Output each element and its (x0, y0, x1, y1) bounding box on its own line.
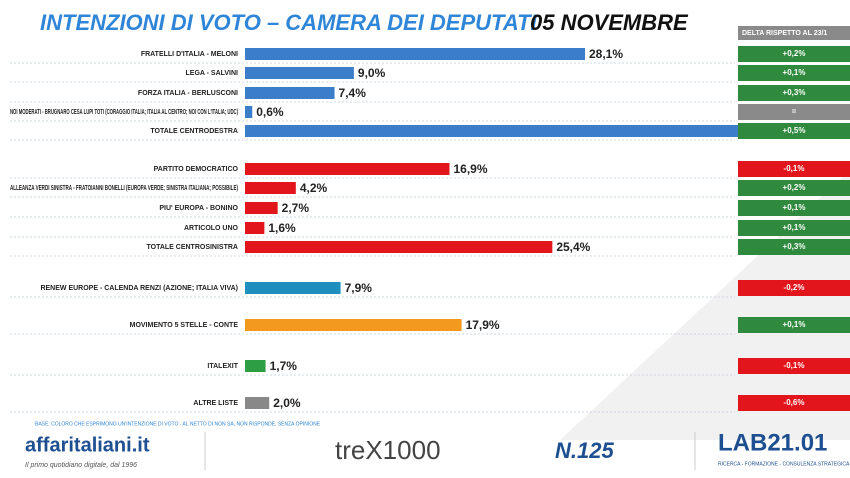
delta-label: -0,1% (784, 361, 805, 370)
delta-box (738, 65, 850, 81)
value-label: 2,0% (273, 396, 301, 410)
lab-sub: RICERCA - FORMAZIONE - CONSULENZA STRATE… (718, 461, 850, 467)
partner: treX1000 (335, 435, 441, 465)
value-label: 9,0% (358, 66, 386, 80)
value-label: 25,4% (556, 240, 590, 254)
lab: LAB21.01 (718, 429, 827, 456)
value-label: 1,6% (268, 221, 296, 235)
delta-label: -0,6% (784, 398, 805, 407)
category-label: RENEW EUROPE - CALENDA RENZI (AZIONE; IT… (40, 285, 238, 292)
value-label: 7,4% (339, 86, 367, 100)
delta-label: +0,2% (783, 183, 806, 192)
delta-box (738, 317, 850, 333)
category-label: ALLEANZA VERDI SINISTRA - FRATOIANNI BON… (10, 185, 238, 192)
chart-date: 05 NOVEMBRE (530, 10, 689, 35)
bar (245, 202, 278, 214)
bar (245, 48, 586, 60)
delta-header-bg (738, 26, 850, 40)
category-label: TOTALE CENTROSINISTRA (146, 244, 238, 251)
category-label: TOTALE CENTRODESTRA (150, 128, 238, 135)
bar (245, 319, 462, 331)
bar (245, 282, 341, 294)
bar (245, 125, 791, 137)
category-label: PIU' EUROPA - BONINO (159, 205, 238, 212)
delta-box (738, 180, 850, 196)
value-label: 2,7% (282, 201, 310, 215)
category-label: MOVIMENTO 5 STELLE - CONTE (130, 322, 239, 329)
bar (245, 241, 553, 253)
delta-box (738, 104, 850, 120)
issue: N.125 (555, 438, 614, 463)
category-label: FORZA ITALIA - BERLUSCONI (138, 90, 238, 97)
value-label: 7,9% (345, 281, 373, 295)
value-label: 1,7% (270, 359, 298, 373)
delta-label: -0,1% (784, 164, 805, 173)
tagline: Il primo quotidiano digitale, dal 1996 (25, 462, 137, 469)
value-label: 17,9% (466, 318, 500, 332)
category-label: NOI MODERATI - BRUGNARO CESA LUPI TOTI (… (10, 109, 238, 116)
delta-box (738, 200, 850, 216)
bar (245, 87, 335, 99)
value-label: 0,6% (256, 105, 284, 119)
bar (245, 182, 296, 194)
delta-box (738, 46, 850, 62)
footer-note: BASE: COLORO CHE ESPRIMONO UN'INTENZIONE… (35, 421, 321, 427)
category-label: ALTRE LISTE (193, 400, 238, 407)
bar (245, 106, 253, 118)
delta-box (738, 358, 850, 374)
category-label: FRATELLI D'ITALIA - MELONI (141, 51, 238, 58)
value-label: 16,9% (453, 162, 487, 176)
delta-label: +0,1% (783, 320, 806, 329)
delta-box (738, 161, 850, 177)
value-label: 4,2% (300, 181, 328, 195)
chart-title: INTENZIONI DI VOTO – CAMERA DEI DEPUTATI (40, 10, 538, 35)
delta-box (738, 280, 850, 296)
delta-label: = (792, 107, 797, 116)
delta-box (738, 85, 850, 101)
delta-label: +0,1% (783, 68, 806, 77)
bar (245, 397, 270, 409)
category-label: PARTITO DEMOCRATICO (154, 166, 239, 173)
delta-box (738, 239, 850, 255)
category-label: ARTICOLO UNO (184, 225, 239, 232)
delta-label: +0,3% (783, 88, 806, 97)
bar (245, 360, 266, 372)
bar (245, 222, 265, 234)
delta-label: +0,5% (783, 126, 806, 135)
category-label: LEGA - SALVINI (186, 70, 239, 77)
delta-label: +0,3% (783, 242, 806, 251)
delta-header: DELTA RISPETTO AL 23/1 (742, 30, 827, 37)
delta-box (738, 395, 850, 411)
category-label: ITALEXIT (207, 363, 238, 370)
delta-label: +0,1% (783, 223, 806, 232)
bar (245, 67, 354, 79)
bar (245, 163, 450, 175)
brand: affaritaliani.it (25, 434, 150, 456)
delta-box (738, 123, 850, 139)
delta-box (738, 220, 850, 236)
delta-label: +0,2% (783, 49, 806, 58)
delta-label: +0,1% (783, 203, 806, 212)
value-label: 28,1% (589, 47, 623, 61)
delta-label: -0,2% (784, 283, 805, 292)
